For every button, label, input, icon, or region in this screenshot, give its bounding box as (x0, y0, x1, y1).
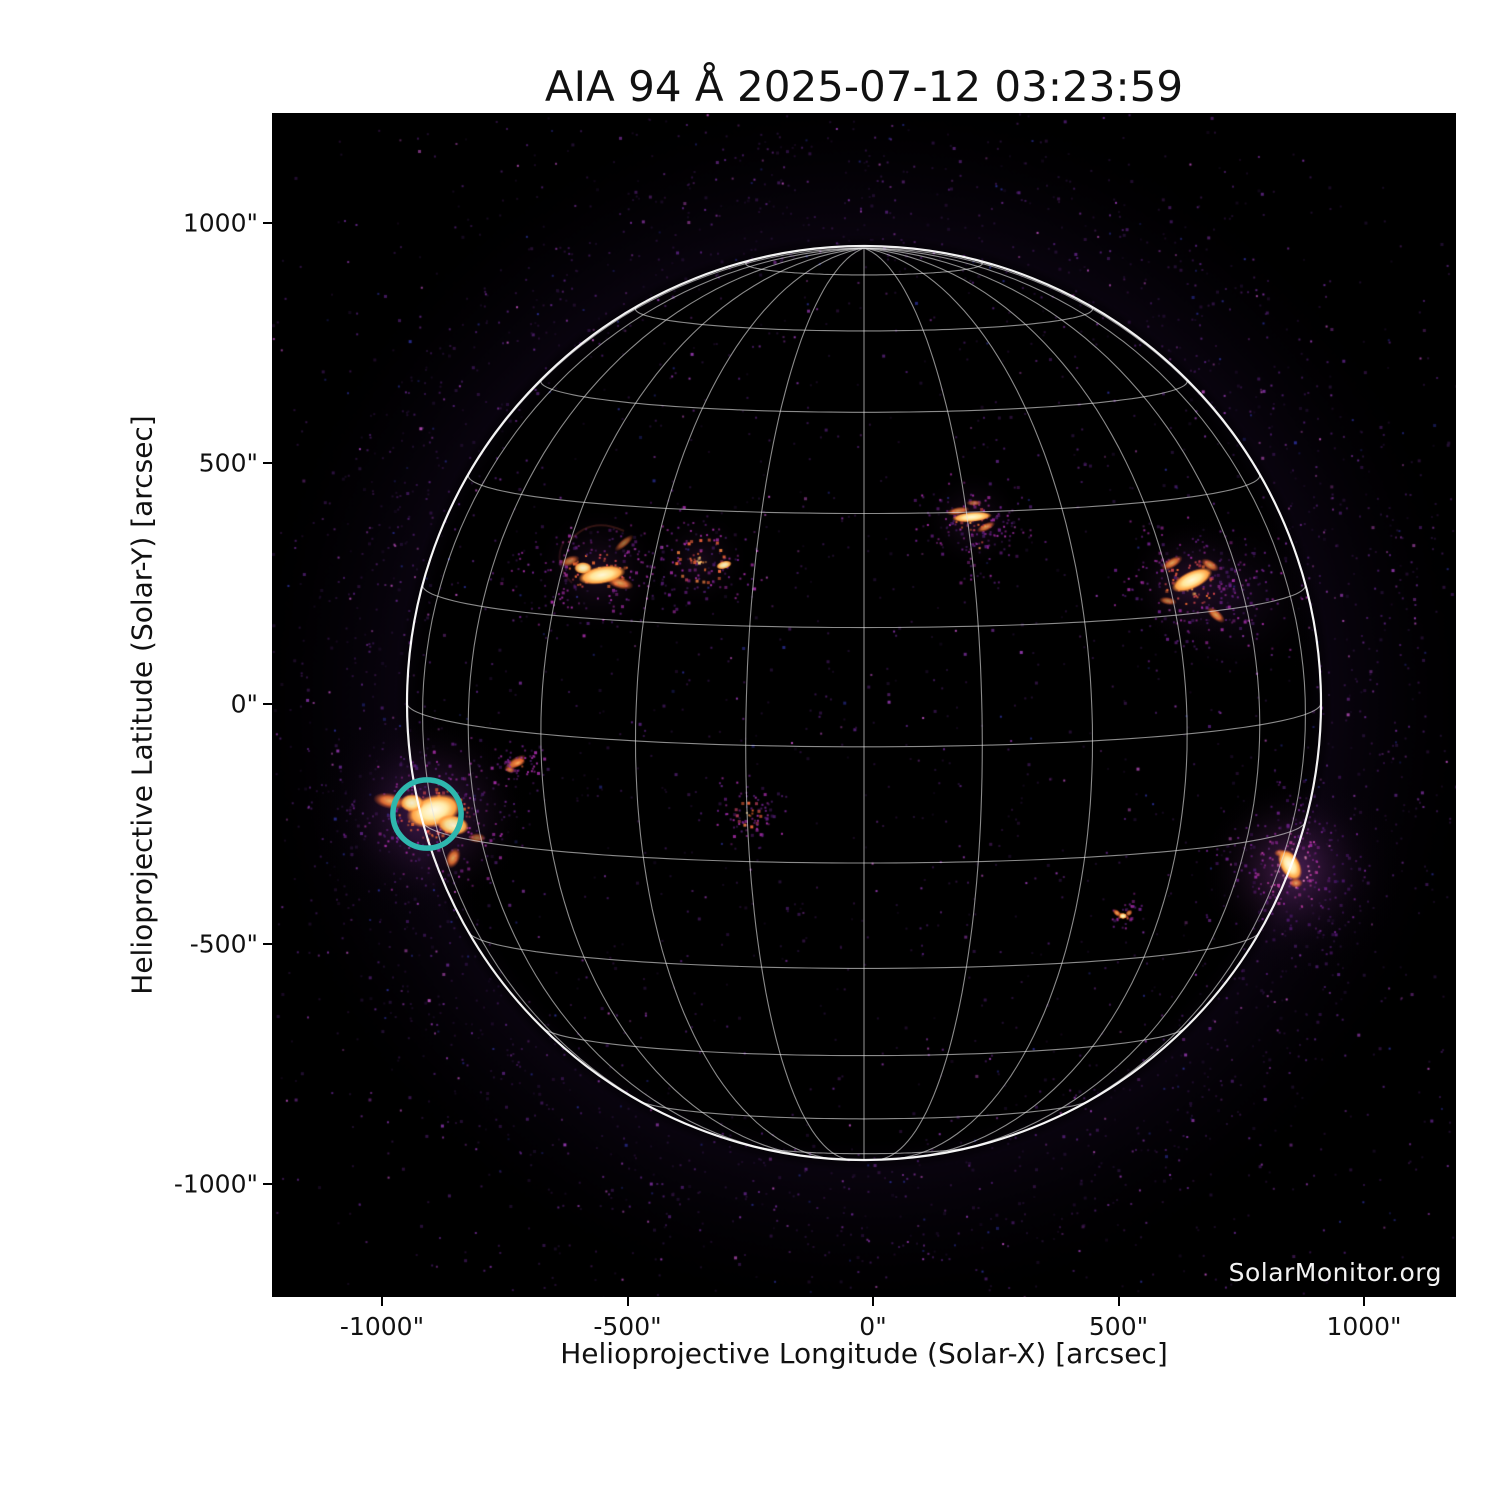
x-tick-label: -1000" (339, 1312, 425, 1341)
y-tick-label: 1000" (182, 208, 258, 238)
grid-line (422, 247, 865, 1130)
grid-line (422, 821, 1306, 864)
grid-line (745, 259, 983, 276)
solar-image-plot: SolarMonitor.org (272, 113, 1456, 1297)
grid-line (468, 932, 1260, 969)
grid-line (422, 585, 1306, 629)
grid-line (863, 247, 1188, 1159)
grid-line (638, 1100, 1090, 1120)
grid-line (634, 305, 1094, 332)
x-tick-mark (626, 1297, 629, 1306)
solar-limb-circle (405, 244, 1323, 1162)
y-tick-label: -500" (189, 929, 258, 959)
grid-line (745, 247, 865, 1161)
y-axis-label: Helioprojective Latitude (Solar-Y) [arcs… (125, 415, 159, 995)
grid-line (754, 1146, 974, 1155)
y-tick-label: -1000" (173, 1169, 258, 1199)
grid-line (863, 247, 1306, 1130)
grid-line (540, 247, 865, 1159)
y-tick-label: 500" (198, 448, 258, 478)
grid-line (467, 247, 865, 1154)
x-tick-label: 0" (859, 1312, 887, 1341)
grid-line (540, 378, 1188, 413)
heliographic-grid-overlay (390, 244, 1323, 1162)
y-tick-mark (263, 1183, 272, 1185)
watermark: SolarMonitor.org (1228, 1258, 1442, 1287)
x-tick-mark (872, 1297, 874, 1306)
grid-line (406, 702, 1322, 748)
y-tick-mark (263, 942, 272, 945)
plot-title: AIA 94 Å 2025-07-12 03:23:59 (544, 62, 1184, 111)
grid-line (542, 1027, 1186, 1057)
grid-line (863, 247, 1261, 1154)
grid-line (634, 247, 865, 1160)
x-tick-mark (1363, 1297, 1365, 1306)
x-tick-mark (381, 1297, 383, 1306)
y-tick-label: 0" (230, 689, 258, 718)
x-axis-label: Helioprojective Longitude (Solar-X) [arc… (560, 1337, 1168, 1370)
y-tick-mark (263, 462, 272, 465)
flare-marker-circle (390, 777, 464, 851)
grid-lines (406, 247, 1322, 1161)
x-tick-label: 1000" (1326, 1312, 1402, 1341)
grid-line (863, 247, 983, 1161)
x-tick-mark (1117, 1297, 1120, 1306)
x-tick-label: -500" (593, 1312, 662, 1341)
x-tick-label: 500" (1088, 1312, 1149, 1341)
grid-line (863, 247, 1094, 1160)
grid-line (467, 474, 1261, 515)
y-tick-mark (263, 702, 272, 705)
y-tick-mark (263, 222, 272, 224)
